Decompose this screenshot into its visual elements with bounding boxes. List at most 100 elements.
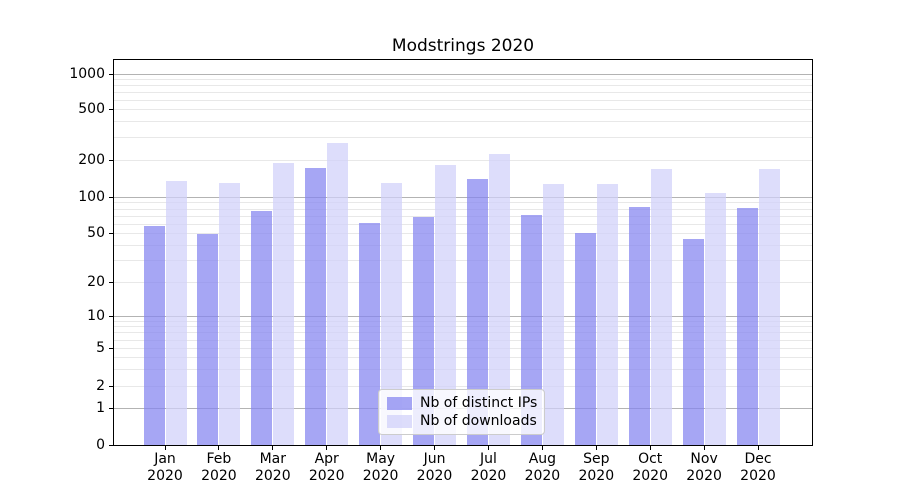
y-tick-label: 20 [87, 274, 105, 290]
x-tick [434, 446, 435, 450]
gridline-minor [114, 326, 812, 327]
x-tick [488, 446, 489, 450]
y-tick [109, 444, 113, 446]
bar-ips [413, 217, 434, 445]
gridline-minor [114, 233, 812, 234]
bar-downloads [273, 163, 295, 445]
bar-ips [305, 168, 327, 445]
gridline-minor [114, 216, 812, 217]
gridline-minor [114, 209, 812, 210]
x-tick-label: May 2020 [362, 451, 399, 484]
bar-downloads [327, 143, 349, 445]
y-tick-label: 1000 [69, 66, 105, 82]
bar-ips [736, 207, 758, 445]
gridline-minor [114, 282, 812, 283]
y-tick [109, 159, 113, 161]
bar-downloads [596, 183, 618, 445]
gridline-minor [114, 224, 812, 225]
x-tick-label: Jul 2020 [470, 451, 507, 484]
y-tick [109, 73, 113, 75]
legend-label: Nb of downloads [420, 413, 537, 429]
legend-swatch-ips [387, 396, 412, 410]
x-tick-label: Aug 2020 [524, 451, 561, 484]
gridline-minor [114, 160, 812, 161]
x-tick-label: Dec 2020 [740, 451, 776, 484]
y-tick-label: 200 [78, 152, 105, 168]
x-tick [541, 446, 543, 450]
gridline-minor [114, 79, 812, 80]
chart-title: Modstrings 2020 [391, 36, 535, 56]
bar-ips [251, 211, 273, 445]
bar-ips [359, 222, 381, 445]
y-tick-label: 500 [78, 101, 105, 117]
x-tick-label: Oct 2020 [632, 451, 668, 484]
bar-downloads [165, 181, 187, 445]
gridline-minor [114, 369, 812, 370]
y-tick [109, 196, 113, 198]
bar-ips [143, 226, 165, 445]
bar-downloads [542, 183, 564, 445]
y-tick [109, 347, 113, 349]
y-tick-label: 5 [96, 340, 105, 356]
bar-ips [628, 206, 650, 445]
gridline-minor [114, 348, 812, 349]
legend: Nb of distinct IPs Nb of downloads [378, 389, 545, 435]
gridline-minor [114, 321, 812, 322]
gridline-minor [114, 386, 812, 387]
gridline-minor [114, 109, 812, 110]
x-tick [272, 446, 274, 450]
y-tick-label: 0 [96, 437, 105, 453]
plot-area: Nb of distinct IPs Nb of downloads [113, 59, 813, 446]
bar-ips [520, 214, 542, 445]
gridline-minor [114, 85, 812, 86]
x-tick-label: Mar 2020 [254, 451, 291, 484]
bar-downloads [489, 154, 510, 445]
gridline-minor [114, 202, 812, 203]
gridline-major [114, 197, 812, 198]
legend-label: Nb of distinct IPs [420, 395, 538, 411]
legend-item: Nb of downloads [387, 413, 537, 429]
gridline-minor [114, 357, 812, 358]
y-tick [109, 315, 113, 317]
gridline-minor [114, 340, 812, 341]
x-tick [649, 446, 651, 450]
x-tick [164, 446, 166, 450]
legend-swatch-downloads [387, 414, 412, 428]
y-tick-label: 1 [96, 400, 105, 416]
x-tick-label: Apr 2020 [308, 451, 345, 484]
y-tick [109, 385, 113, 387]
bar-downloads [704, 192, 726, 445]
gridline-minor [114, 260, 812, 261]
x-tick [757, 446, 759, 450]
bar-downloads [219, 183, 241, 445]
x-tick-label: Jun 2020 [416, 451, 453, 484]
y-tick [109, 232, 113, 234]
x-tick [703, 446, 705, 450]
x-tick [326, 446, 328, 450]
bar-downloads [381, 183, 403, 445]
bar-ips [197, 234, 219, 445]
gridline-minor [114, 92, 812, 93]
x-tick [218, 446, 220, 450]
x-tick [595, 446, 597, 450]
bar-downloads [650, 168, 672, 445]
y-tick-label: 2 [96, 378, 105, 394]
gridline-minor [114, 137, 812, 138]
gridline-minor [114, 121, 812, 122]
y-tick-label: 10 [87, 308, 105, 324]
y-tick-label: 100 [78, 189, 105, 205]
gridline-major [114, 74, 812, 75]
x-tick-label: Nov 2020 [686, 451, 722, 484]
bar-ips [574, 233, 596, 445]
x-tick [380, 446, 382, 450]
bar-downloads [435, 165, 456, 445]
gridline-minor [114, 332, 812, 333]
bar-ips [467, 179, 488, 445]
legend-item: Nb of distinct IPs [387, 395, 538, 411]
y-tick [109, 407, 113, 409]
y-tick-label: 50 [87, 225, 105, 241]
gridline-major [114, 316, 812, 317]
gridline-minor [114, 245, 812, 246]
x-tick-label: Feb 2020 [201, 451, 237, 484]
